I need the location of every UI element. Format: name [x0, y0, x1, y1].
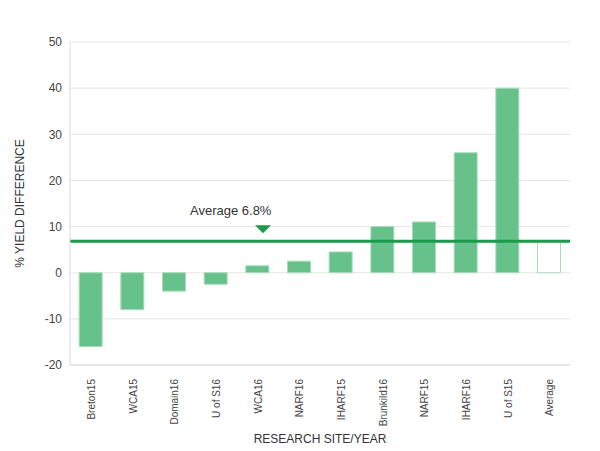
svg-text:RESEARCH SITE/YEAR: RESEARCH SITE/YEAR [254, 432, 387, 446]
svg-text:% YIELD DIFFERENCE: % YIELD DIFFERENCE [13, 139, 27, 267]
svg-text:WCA16: WCA16 [253, 379, 264, 414]
svg-text:NARF16: NARF16 [294, 379, 305, 418]
svg-text:IHARF16: IHARF16 [461, 379, 472, 421]
svg-text:30: 30 [49, 128, 63, 142]
svg-text:Brunkild16: Brunkild16 [378, 379, 389, 427]
svg-text:-10: -10 [45, 312, 63, 326]
svg-text:40: 40 [49, 81, 63, 95]
svg-text:Domain16: Domain16 [169, 379, 180, 425]
svg-text:-20: -20 [45, 358, 63, 372]
svg-text:50: 50 [49, 35, 63, 49]
svg-text:U of S15: U of S15 [503, 379, 514, 418]
svg-text:0: 0 [55, 266, 62, 280]
svg-text:Breton15: Breton15 [86, 379, 97, 420]
svg-text:10: 10 [49, 220, 63, 234]
svg-text:Average: Average [544, 379, 555, 417]
svg-text:U of S16: U of S16 [211, 379, 222, 418]
svg-text:IHARF15: IHARF15 [336, 379, 347, 421]
svg-text:WCA15: WCA15 [128, 379, 139, 414]
svg-text:Average 6.8%: Average 6.8% [190, 203, 272, 218]
svg-text:20: 20 [49, 174, 63, 188]
svg-text:NARF15: NARF15 [419, 379, 430, 418]
